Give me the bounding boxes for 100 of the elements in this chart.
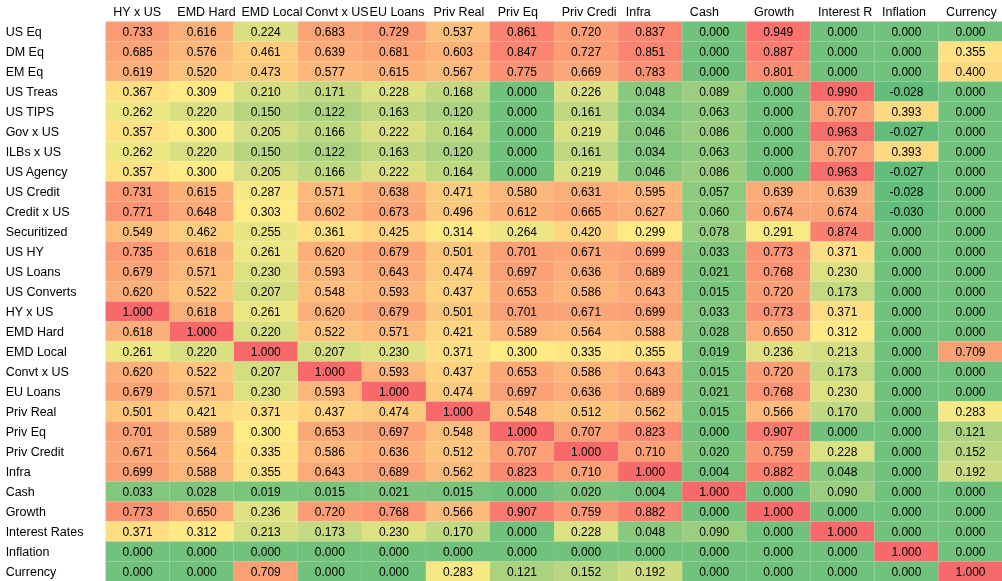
data-label: 0.000 [955, 125, 986, 139]
y-tick-label: Currency [5, 564, 58, 579]
data-label: 0.471 [442, 185, 474, 199]
data-label: 0.000 [891, 45, 922, 59]
data-label: 0.163 [378, 145, 410, 159]
data-label: 0.000 [891, 485, 922, 499]
data-label: 0.220 [186, 145, 218, 159]
data-label: 0.512 [442, 445, 474, 459]
data-label: 0.522 [186, 285, 218, 299]
data-label: 0.000 [955, 165, 986, 179]
data-label: 0.063 [699, 145, 730, 159]
data-label: 0.000 [955, 185, 986, 199]
data-label: 0.230 [250, 265, 282, 279]
data-label: 0.000 [891, 525, 922, 539]
x-tick-label: Priv Real [433, 4, 485, 19]
data-label: 0.586 [571, 285, 602, 299]
data-label: 0.000 [891, 425, 922, 439]
data-label: 0.679 [378, 305, 410, 319]
data-label: 0.847 [507, 45, 538, 59]
data-label: 0.000 [891, 365, 922, 379]
data-label: -0.028 [889, 185, 924, 199]
data-label: 0.548 [314, 285, 346, 299]
x-tick-label: Convt x US [305, 4, 369, 19]
data-label: 0.291 [763, 225, 794, 239]
data-label: 0.501 [442, 245, 474, 259]
data-label: 0.166 [314, 125, 346, 139]
data-label: 0.163 [378, 105, 410, 119]
data-label: 0.219 [571, 165, 602, 179]
data-label: 0.261 [122, 345, 153, 359]
data-label: 0.566 [763, 405, 794, 419]
data-label: 0.000 [699, 65, 730, 79]
data-label: 1.000 [571, 445, 602, 459]
data-label: 0.361 [314, 225, 346, 239]
data-label: 0.207 [314, 345, 346, 359]
data-label: 0.090 [827, 485, 858, 499]
data-label: 0.566 [442, 505, 474, 519]
y-tick-label: US Treas [5, 84, 58, 99]
data-label: 0.120 [442, 105, 474, 119]
data-label: 0.371 [442, 345, 474, 359]
data-label: 0.335 [571, 345, 602, 359]
data-label: 0.048 [827, 465, 858, 479]
data-label: 0.689 [378, 465, 410, 479]
data-label: 0.000 [891, 405, 922, 419]
data-label: 0.000 [314, 565, 346, 579]
data-label: 0.674 [763, 205, 794, 219]
data-label: 0.720 [571, 25, 602, 39]
data-label: 0.000 [955, 365, 986, 379]
data-label: 0.261 [250, 305, 282, 319]
data-label: 0.161 [571, 145, 602, 159]
data-label: 1.000 [250, 345, 282, 359]
data-label: 0.367 [122, 85, 153, 99]
data-label: 0.823 [507, 465, 538, 479]
data-label: 0.000 [955, 25, 986, 39]
data-label: 0.078 [699, 225, 730, 239]
data-label: 0.648 [186, 205, 218, 219]
data-label: 0.283 [955, 405, 986, 419]
data-label: 0.437 [442, 365, 474, 379]
data-label: 0.000 [699, 565, 730, 579]
data-label: 1.000 [635, 465, 666, 479]
data-label: 0.710 [635, 445, 666, 459]
y-tick-label: US Eq [5, 24, 42, 39]
data-label: 0.000 [827, 45, 858, 59]
data-label: 0.355 [250, 465, 282, 479]
data-label: 0.639 [827, 185, 858, 199]
data-label: 0.000 [635, 545, 666, 559]
data-label: 0.665 [571, 205, 602, 219]
data-label: 0.371 [122, 525, 153, 539]
data-label: 0.000 [442, 545, 474, 559]
data-label: 0.230 [378, 525, 410, 539]
data-label: 0.060 [699, 205, 730, 219]
data-label: 0.000 [955, 325, 986, 339]
data-label: 0.168 [442, 85, 474, 99]
data-label: 0.000 [763, 545, 794, 559]
data-label: 0.152 [955, 445, 986, 459]
data-label: 0.548 [507, 405, 538, 419]
data-label: 0.653 [314, 425, 346, 439]
data-label: 1.000 [827, 525, 858, 539]
data-label: 0.000 [955, 485, 986, 499]
data-label: 0.000 [827, 65, 858, 79]
data-label: 0.312 [186, 525, 218, 539]
data-label: 0.000 [763, 85, 794, 99]
data-label: 0.710 [571, 465, 602, 479]
data-label: 0.086 [699, 125, 730, 139]
data-label: 0.683 [314, 25, 346, 39]
data-label: 0.000 [507, 145, 538, 159]
data-label: 0.015 [699, 285, 730, 299]
data-label: 0.048 [635, 525, 666, 539]
data-label: 0.501 [122, 405, 153, 419]
data-label: 0.707 [827, 145, 858, 159]
data-label: 0.122 [314, 145, 346, 159]
data-label: 0.004 [699, 465, 730, 479]
data-label: 0.000 [891, 505, 922, 519]
data-label: 0.000 [699, 45, 730, 59]
data-label: 0.046 [635, 165, 666, 179]
data-label: 0.164 [442, 125, 474, 139]
data-label: 0.230 [827, 385, 858, 399]
data-label: 0.000 [955, 105, 986, 119]
data-label: 0.192 [635, 565, 666, 579]
data-label: 0.355 [955, 45, 986, 59]
data-label: 0.775 [507, 65, 538, 79]
